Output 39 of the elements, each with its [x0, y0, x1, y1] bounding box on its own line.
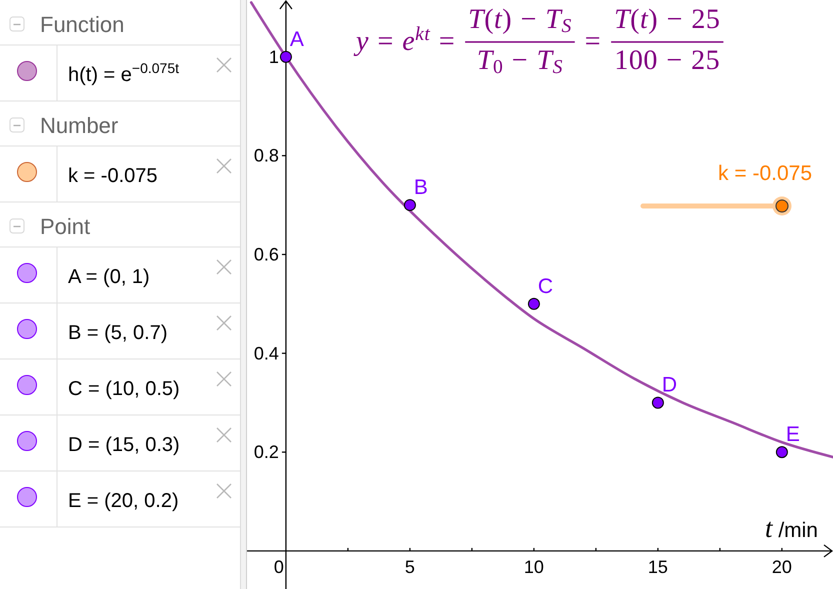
- annotation: 100 − 25: [614, 45, 720, 76]
- annotation: C: [538, 274, 554, 298]
- annotation: T$_{0}$ − T$_{S}$: [476, 45, 563, 78]
- x-axis-title: t /min: [764, 512, 818, 543]
- x-tick-label: 20: [772, 556, 792, 577]
- text: A = (0, 1): [68, 266, 150, 288]
- y-tick-label: 0.2: [254, 442, 279, 462]
- annotation: T(t) − 25: [614, 4, 720, 35]
- point: [404, 199, 416, 212]
- annotation: T(t) − T$_{S}$: [468, 4, 572, 38]
- annotation: A: [290, 28, 304, 51]
- annotation: k = -0.075: [718, 162, 812, 185]
- text: k = -0.075: [68, 165, 158, 187]
- y-tick-label: 0.8: [254, 146, 279, 166]
- point: [652, 396, 664, 409]
- y-tick-label: 1: [268, 46, 279, 67]
- text: Number: [40, 113, 118, 138]
- annotation: B: [414, 176, 428, 200]
- x-tick-label: 0: [274, 556, 284, 577]
- annotation: =: [584, 26, 602, 57]
- annotation: E: [786, 423, 800, 446]
- text: h(t) = e$^{−0.075t}$: [68, 60, 180, 86]
- point: [776, 446, 788, 458]
- y-tick-label: 0.4: [254, 343, 279, 364]
- annotation: D: [662, 374, 678, 397]
- text: B = (5, 0.7): [68, 322, 168, 344]
- point: [280, 50, 292, 63]
- point: [528, 298, 540, 310]
- annotation: y = e$^{kt}$ =: [353, 24, 456, 57]
- y-tick-label: 0.6: [254, 244, 279, 264]
- text: D = (15, 0.3): [68, 434, 180, 456]
- text: E = (20, 0.2): [68, 490, 179, 512]
- text: Function: [40, 12, 124, 37]
- x-tick-label: 10: [524, 556, 544, 577]
- text: Point: [40, 214, 90, 239]
- text: C = (10, 0.5): [68, 378, 180, 400]
- x-tick-label: 5: [404, 556, 415, 577]
- x-tick-label: 15: [648, 556, 668, 577]
- line-series: [250, 1, 833, 458]
